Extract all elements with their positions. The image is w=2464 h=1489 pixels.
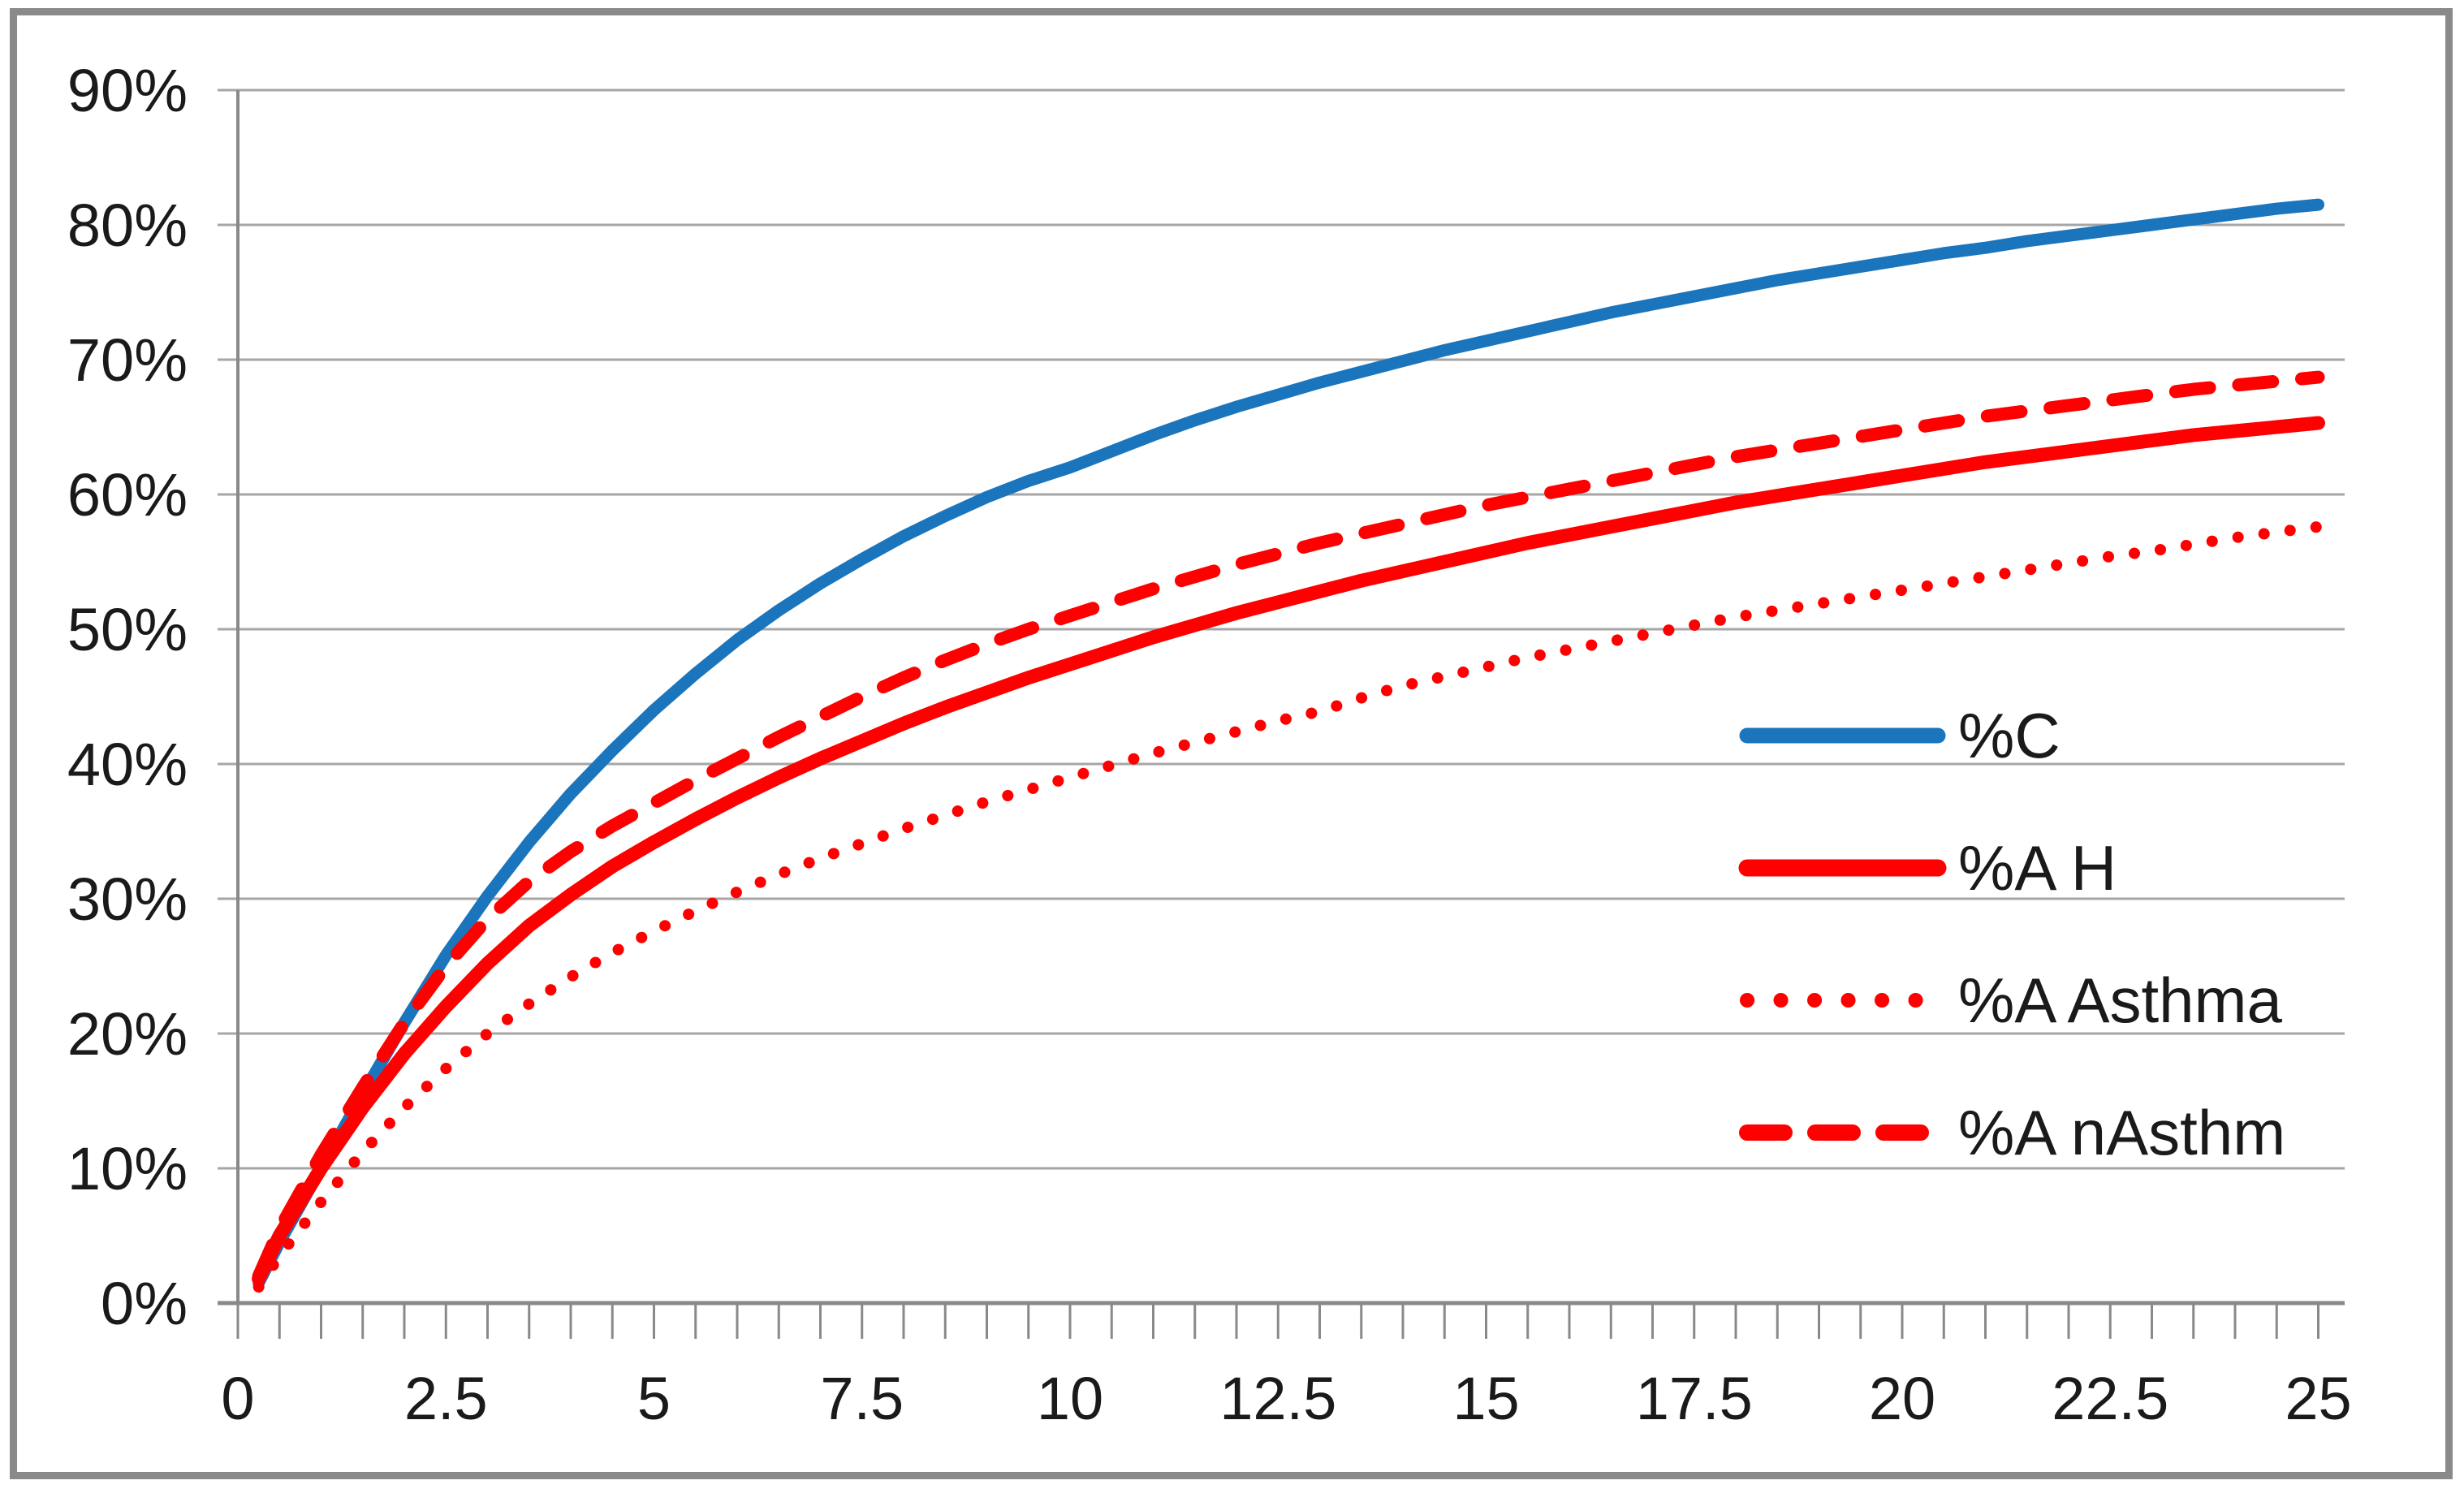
legend-label-3: %A Asthma [1958,965,2282,1036]
x-tick-label-17.5: 17.5 [1636,1365,1753,1432]
legend-label-1: %C [1958,700,2061,771]
x-tick-label-5: 5 [637,1365,671,1432]
x-tick-label-15: 15 [1452,1365,1519,1432]
y-tick-label-20%: 20% [67,1000,188,1068]
x-tick-label-10: 10 [1037,1365,1103,1432]
series-line-c [252,198,2324,1289]
x-tick-label-12.5: 12.5 [1219,1365,1336,1432]
y-tick-label-90%: 90% [67,57,188,124]
y-tick-label-10%: 10% [67,1135,188,1202]
series-line-aasthma [252,520,2324,1293]
y-tick-label-40%: 40% [67,731,188,798]
series-line-ah [252,416,2325,1286]
y-tick-label-30%: 30% [67,865,188,933]
x-tick-label-0: 0 [221,1365,254,1432]
x-tick-label-22.5: 22.5 [2052,1365,2168,1432]
y-tick-label-0%: 0% [101,1270,188,1337]
x-tick-label-20: 20 [1869,1365,1935,1432]
chart-outer-frame [10,8,2453,1479]
x-tick-label-7.5: 7.5 [820,1365,904,1432]
x-tick-label-25: 25 [2285,1365,2351,1432]
x-tick-label-2.5: 2.5 [404,1365,488,1432]
legend-label-2: %A H [1958,832,2117,904]
y-tick-label-60%: 60% [67,461,188,529]
y-tick-label-70%: 70% [67,326,188,394]
y-tick-label-50%: 50% [67,596,188,663]
series-line-anasthm [252,370,2325,1283]
legend-label-4: %A nAsthm [1958,1097,2285,1168]
y-tick-label-80%: 80% [67,192,188,259]
